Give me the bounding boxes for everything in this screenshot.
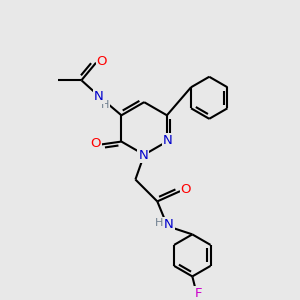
Text: O: O <box>181 183 191 196</box>
Text: N: N <box>138 149 148 162</box>
Text: N: N <box>163 134 173 147</box>
Text: N: N <box>94 90 104 103</box>
Text: H: H <box>155 218 164 228</box>
Text: H: H <box>100 100 109 110</box>
Text: O: O <box>91 137 101 150</box>
Text: O: O <box>97 55 107 68</box>
Text: F: F <box>194 287 202 300</box>
Text: N: N <box>164 218 174 231</box>
